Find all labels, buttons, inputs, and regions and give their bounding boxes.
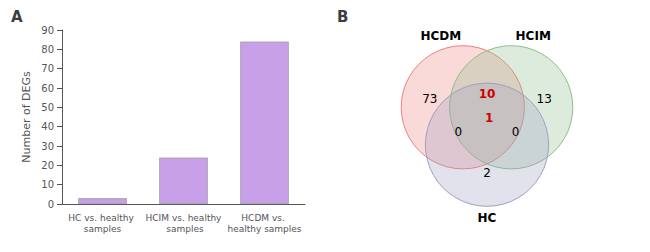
svg-text:samples: samples — [163, 224, 204, 234]
svg-text:2: 2 — [483, 166, 491, 180]
svg-text:90: 90 — [41, 25, 54, 36]
svg-text:50: 50 — [41, 102, 54, 113]
svg-text:0: 0 — [512, 125, 520, 139]
svg-text:HCIM: HCIM — [516, 29, 551, 43]
svg-text:healthy samples: healthy samples — [227, 224, 301, 234]
svg-text:10: 10 — [41, 179, 54, 190]
svg-text:HCDM: HCDM — [420, 29, 461, 43]
svg-text:40: 40 — [41, 121, 54, 132]
svg-text:HCDM vs.: HCDM vs. — [241, 213, 287, 223]
svg-text:B: B — [337, 8, 348, 26]
svg-text:80: 80 — [41, 44, 54, 55]
svg-text:A: A — [11, 8, 23, 26]
svg-text:Number of DEGs: Number of DEGs — [20, 71, 33, 163]
svg-text:13: 13 — [537, 92, 552, 106]
svg-text:30: 30 — [41, 141, 54, 152]
svg-text:20: 20 — [41, 160, 54, 171]
svg-text:10: 10 — [479, 87, 496, 101]
svg-text:HC: HC — [478, 211, 497, 225]
svg-text:0: 0 — [455, 125, 463, 139]
svg-text:1: 1 — [485, 111, 493, 125]
svg-text:HC vs. healthy: HC vs. healthy — [68, 213, 136, 223]
svg-text:0: 0 — [48, 199, 54, 210]
svg-text:60: 60 — [41, 83, 54, 94]
svg-text:samples: samples — [84, 224, 122, 234]
svg-text:70: 70 — [41, 63, 54, 74]
svg-text:HCIM vs. healthy: HCIM vs. healthy — [146, 213, 223, 223]
svg-text:73: 73 — [422, 92, 437, 106]
